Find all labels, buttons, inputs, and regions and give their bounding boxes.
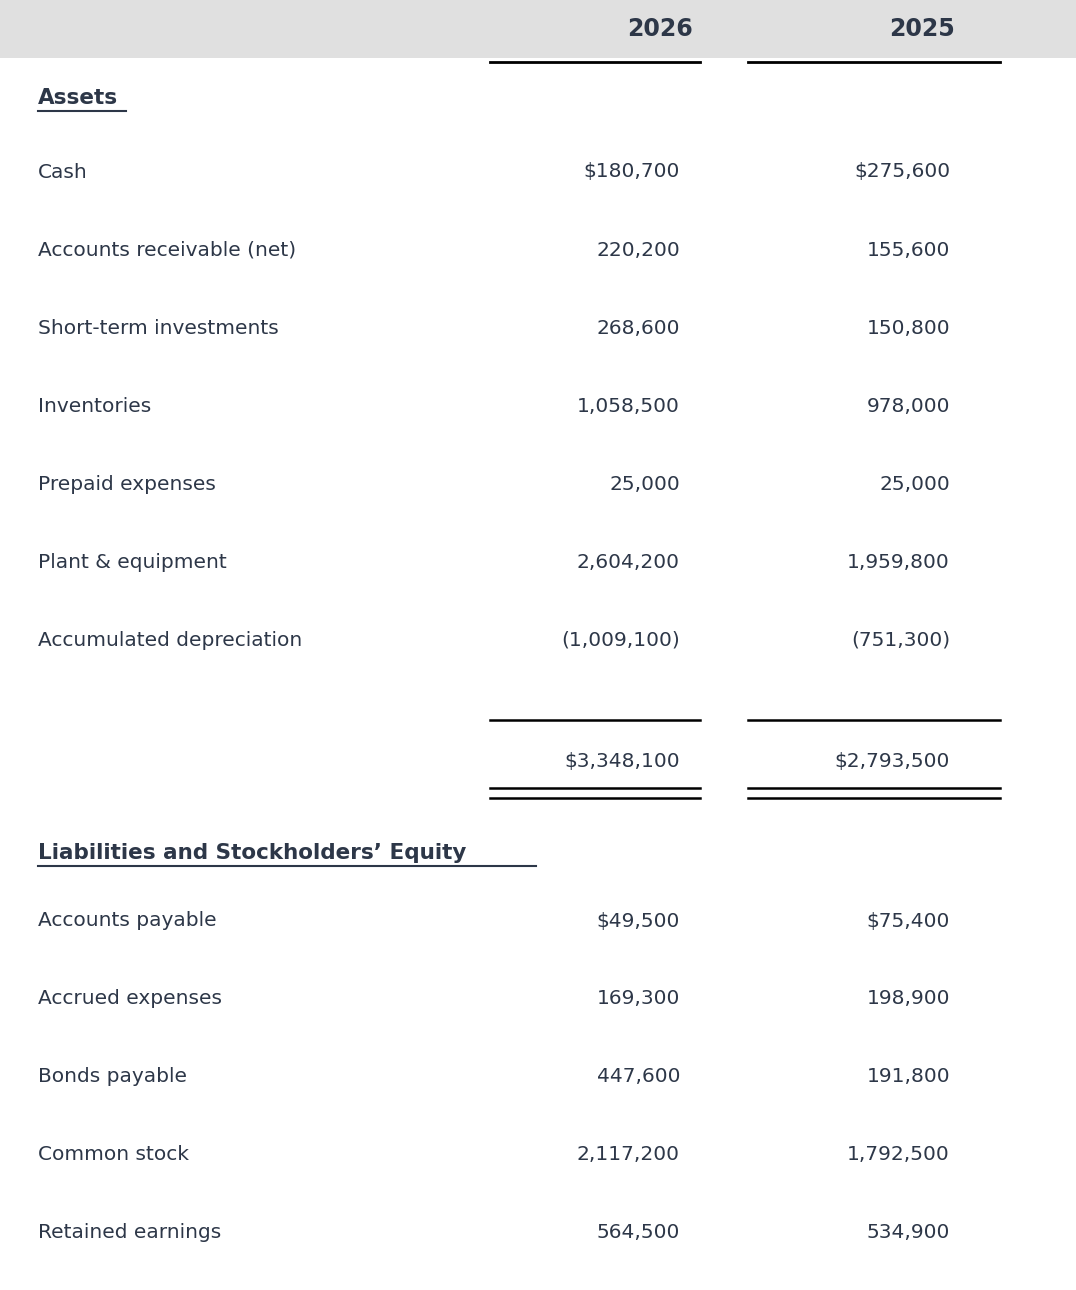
Text: 2,604,200: 2,604,200	[577, 552, 680, 571]
Text: 150,800: 150,800	[866, 319, 950, 338]
Text: Accrued expenses: Accrued expenses	[38, 989, 222, 1009]
Text: 447,600: 447,600	[596, 1068, 680, 1086]
Text: 25,000: 25,000	[609, 475, 680, 494]
Text: 534,900: 534,900	[866, 1223, 950, 1242]
Text: 155,600: 155,600	[866, 240, 950, 259]
Text: Accumulated depreciation: Accumulated depreciation	[38, 631, 302, 649]
Text: Prepaid expenses: Prepaid expenses	[38, 475, 216, 494]
Text: Bonds payable: Bonds payable	[38, 1068, 187, 1086]
Text: 564,500: 564,500	[596, 1223, 680, 1242]
Text: Accounts payable: Accounts payable	[38, 912, 216, 930]
Text: 1,959,800: 1,959,800	[847, 552, 950, 571]
Text: $2,793,500: $2,793,500	[835, 752, 950, 771]
Text: 1,058,500: 1,058,500	[577, 396, 680, 415]
Text: Common stock: Common stock	[38, 1146, 189, 1165]
Text: $75,400: $75,400	[866, 912, 950, 930]
Text: Plant & equipment: Plant & equipment	[38, 552, 227, 571]
Text: 198,900: 198,900	[866, 989, 950, 1009]
Text: Cash: Cash	[38, 163, 88, 182]
Text: 2,117,200: 2,117,200	[577, 1146, 680, 1165]
FancyBboxPatch shape	[0, 0, 1076, 58]
Text: 1,792,500: 1,792,500	[847, 1146, 950, 1165]
Text: Accounts receivable (net): Accounts receivable (net)	[38, 240, 296, 259]
Text: 191,800: 191,800	[866, 1068, 950, 1086]
Text: 2025: 2025	[889, 17, 954, 41]
Text: 169,300: 169,300	[596, 989, 680, 1009]
Text: $3,348,100: $3,348,100	[565, 752, 680, 771]
Text: 220,200: 220,200	[596, 240, 680, 259]
Text: 25,000: 25,000	[879, 475, 950, 494]
Text: Short-term investments: Short-term investments	[38, 319, 279, 338]
Text: $275,600: $275,600	[854, 163, 950, 182]
Text: $180,700: $180,700	[583, 163, 680, 182]
Text: Retained earnings: Retained earnings	[38, 1223, 222, 1242]
Text: Inventories: Inventories	[38, 396, 152, 415]
Text: 268,600: 268,600	[596, 319, 680, 338]
Text: Liabilities and Stockholders’ Equity: Liabilities and Stockholders’ Equity	[38, 842, 466, 863]
Text: 978,000: 978,000	[866, 396, 950, 415]
Text: 2026: 2026	[627, 17, 693, 41]
Text: Assets: Assets	[38, 88, 118, 108]
Text: $49,500: $49,500	[596, 912, 680, 930]
Text: (751,300): (751,300)	[851, 631, 950, 649]
Text: (1,009,100): (1,009,100)	[562, 631, 680, 649]
